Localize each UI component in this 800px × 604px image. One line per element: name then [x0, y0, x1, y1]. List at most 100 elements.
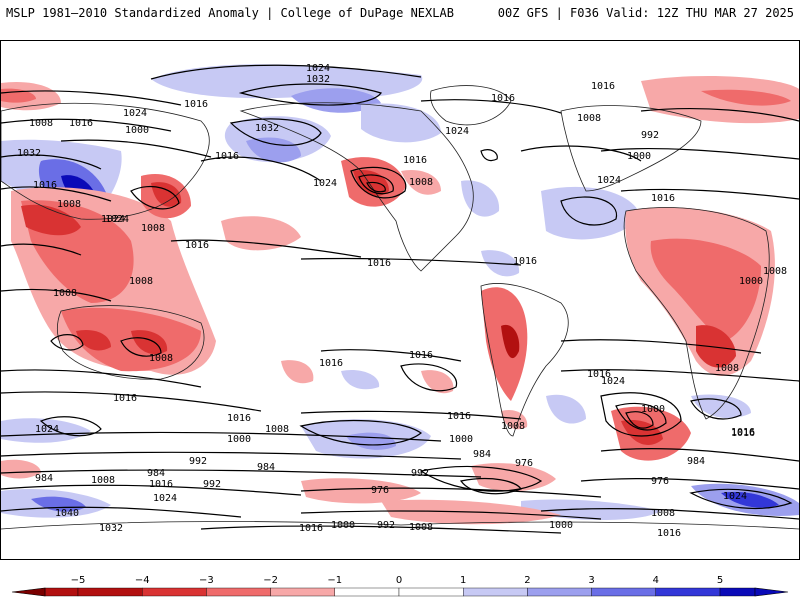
isobar-label: 1024 — [306, 63, 330, 74]
anomaly-negative — [301, 478, 421, 504]
isobar-label: 1008 — [409, 522, 433, 533]
isobar — [50, 334, 84, 351]
isobar-label: 1016 — [367, 258, 391, 269]
isobar-label: 984 — [147, 468, 165, 479]
isobar-label: 1000 — [331, 520, 355, 531]
isobar-label: 1016 — [731, 427, 755, 438]
isobar — [690, 398, 742, 420]
isobar-label: 1016 — [149, 479, 173, 490]
anomaly-negative — [281, 360, 314, 384]
isobar-label: 1016 — [184, 99, 208, 110]
coastline-asia — [1, 102, 210, 220]
anomaly-negative — [696, 325, 736, 368]
isobar-label: 992 — [377, 520, 395, 531]
isobar — [130, 186, 180, 210]
isobar-label: 1016 — [215, 151, 239, 162]
colorbar-bin — [141, 587, 207, 597]
anomaly-positive — [546, 394, 586, 424]
isobar-label: 1024 — [105, 214, 129, 225]
isobar-label: 984 — [35, 473, 53, 484]
isobar-label: 1016 — [409, 350, 433, 361]
isobar-label: 992 — [641, 130, 659, 141]
isobar-label: 1008 — [763, 266, 787, 277]
isobar — [1, 369, 202, 388]
isobar — [540, 507, 799, 520]
anomaly-negative — [61, 307, 201, 372]
isobar — [640, 108, 799, 122]
isobar-labels: 1024 1032 1016 1024 1008 1016 1000 1024 … — [17, 63, 787, 539]
anomaly-positive — [291, 88, 381, 113]
colorbar-tick-label: −2 — [263, 575, 278, 586]
colorbar-bin — [463, 587, 528, 597]
isobar-label: 976 — [651, 476, 669, 487]
isobar — [600, 392, 682, 437]
isobar — [480, 149, 498, 162]
isobar-label: 1024 — [445, 126, 469, 137]
colorbar-tick-labels: −5 −4 −3 −2 −1 0 1 2 3 4 5 — [71, 575, 724, 586]
colorbar-bin — [719, 587, 756, 597]
isobar — [1, 451, 462, 460]
isobar — [520, 145, 642, 162]
isobar-label: 976 — [371, 485, 389, 496]
isobar-label: 976 — [515, 458, 533, 469]
colorbar-bin — [206, 587, 271, 597]
isobar — [1, 243, 82, 256]
isobar — [615, 402, 667, 431]
isobar — [1, 90, 182, 106]
coastline-south-america — [480, 283, 569, 437]
colorbar-tick-label: 3 — [588, 575, 594, 586]
anomaly-positive — [151, 64, 423, 99]
isobar — [366, 181, 386, 193]
colorbar-arrow-right — [754, 587, 789, 597]
isobar-label: 1024 — [101, 214, 125, 225]
isobar-label: 1000 — [449, 434, 473, 445]
isobar — [1, 506, 242, 518]
isobar-label: 1008 — [577, 113, 601, 124]
isobar-label: 1016 — [299, 523, 323, 534]
anomaly-positive — [361, 103, 441, 143]
isobar — [400, 363, 458, 392]
colorbar-bins — [44, 587, 756, 597]
isobar — [1, 484, 302, 496]
colorbar-bin — [334, 587, 400, 597]
isobar-label: 1016 — [227, 413, 251, 424]
isobar-label: 1000 — [641, 404, 665, 415]
colorbar-tick-label: 5 — [717, 575, 723, 586]
isobar — [200, 156, 322, 182]
isobar-label: 1008 — [149, 353, 173, 364]
isobar-label: 1032 — [99, 523, 123, 534]
isobar-label: 1008 — [29, 118, 53, 129]
isobar-label: 1016 — [651, 193, 675, 204]
map-panel[interactable]: 1024 1032 1016 1024 1008 1016 1000 1024 … — [0, 40, 800, 560]
isobar — [689, 488, 793, 510]
model-run-info: 00Z GFS | F036 Valid: 12Z THU MAR 27 202… — [497, 6, 794, 20]
isobar-label: 1024 — [123, 108, 147, 119]
isobar-label: 1008 — [57, 199, 81, 210]
isobar — [358, 174, 394, 195]
isobar-label: 1016 — [731, 428, 755, 439]
isobar — [238, 83, 382, 106]
isobar — [1, 118, 172, 132]
colorbar-arrow-left — [11, 587, 46, 597]
isobar-label: 1024 — [153, 493, 177, 504]
map-title: MSLP 1981–2010 Standardized Anomaly | Co… — [6, 6, 454, 20]
isobar-label: 1024 — [601, 376, 625, 387]
isobar-label: 992 — [411, 468, 429, 479]
isobar-label: 1016 — [33, 180, 57, 191]
anomaly-positive — [31, 496, 86, 512]
isobar — [1, 186, 112, 202]
isobar — [1, 391, 262, 412]
isobar — [300, 510, 602, 520]
isobar-label: 1016 — [403, 155, 427, 166]
isobar — [1, 431, 442, 442]
anomaly-positive — [721, 491, 779, 508]
anomaly-negative — [481, 287, 528, 401]
isobar — [560, 196, 618, 226]
anomaly-positive — [1, 418, 91, 443]
isobar-label: 1024 — [313, 178, 337, 189]
colorbar-tick-label: 1 — [460, 575, 466, 586]
isobar — [620, 188, 799, 200]
colorbar-svg: −5 −4 −3 −2 −1 0 1 2 3 4 5 — [11, 575, 789, 597]
anomaly-negative — [421, 370, 454, 394]
isobar-label: 1016 — [513, 256, 537, 267]
